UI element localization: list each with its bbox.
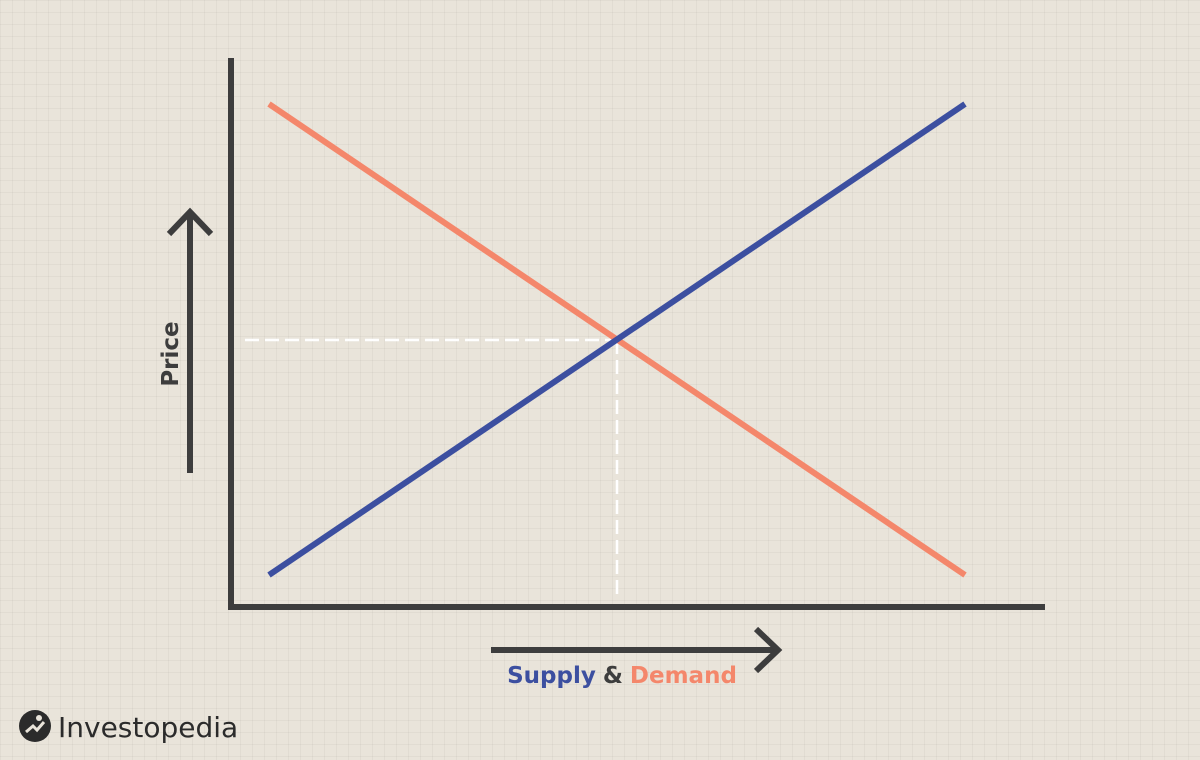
- and-label: &: [603, 663, 623, 689]
- demand-label: Demand: [630, 663, 737, 689]
- logo-icon-dot: [36, 715, 42, 721]
- supply-curve: [267, 101, 967, 578]
- x-axis-label: Supply & Demand: [507, 663, 737, 689]
- y-axis-label: Price: [158, 321, 184, 386]
- logo-text: Investopedia: [58, 711, 238, 744]
- price-arrow-head: [166, 207, 214, 237]
- quantity-arrow-head: [753, 626, 783, 674]
- logo-icon-mark: [25, 721, 46, 734]
- axes: [228, 58, 1045, 610]
- supply-label: Supply: [507, 663, 596, 689]
